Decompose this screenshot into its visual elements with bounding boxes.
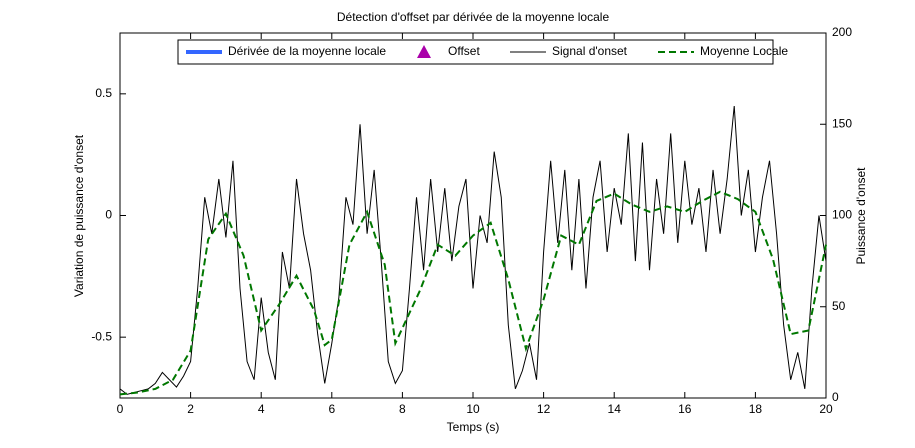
y2-tick-label: 150 (832, 116, 852, 130)
y2-tick-label: 0 (832, 390, 839, 404)
y2-tick-label: 200 (832, 25, 852, 39)
x-tick-label: 2 (187, 402, 194, 416)
legend-label: Signal d'onset (552, 44, 628, 58)
x-tick-label: 12 (537, 402, 551, 416)
y2-tick-label: 50 (832, 299, 846, 313)
legend-label: Offset (448, 44, 480, 58)
x-tick-label: 18 (749, 402, 763, 416)
series-line (119, 105, 827, 395)
x-tick-label: 4 (258, 402, 265, 416)
y-tick-label: 0.5 (95, 86, 112, 100)
y-tick-label: 0 (105, 208, 112, 222)
legend-label: Dérivée de la moyenne locale (228, 44, 386, 58)
x-tick-label: 10 (466, 402, 480, 416)
y-tick-label: -0.5 (91, 329, 112, 343)
legend-marker (417, 45, 431, 58)
y2-axis-label: Puissance d'onset (854, 167, 868, 265)
x-tick-label: 6 (328, 402, 335, 416)
x-tick-label: 20 (819, 402, 833, 416)
x-tick-label: 14 (608, 402, 622, 416)
x-tick-label: 0 (117, 402, 124, 416)
x-tick-label: 8 (399, 402, 406, 416)
legend-label: Moyenne Locale (700, 44, 788, 58)
x-axis-label: Temps (s) (447, 420, 500, 434)
series-line (119, 190, 827, 396)
chart-title: Détection d'offset par dérivée de la moy… (337, 10, 610, 24)
y-axis-label: Variation de puissance d'onset (72, 134, 86, 297)
x-tick-label: 16 (678, 402, 692, 416)
y2-tick-label: 100 (832, 208, 852, 222)
